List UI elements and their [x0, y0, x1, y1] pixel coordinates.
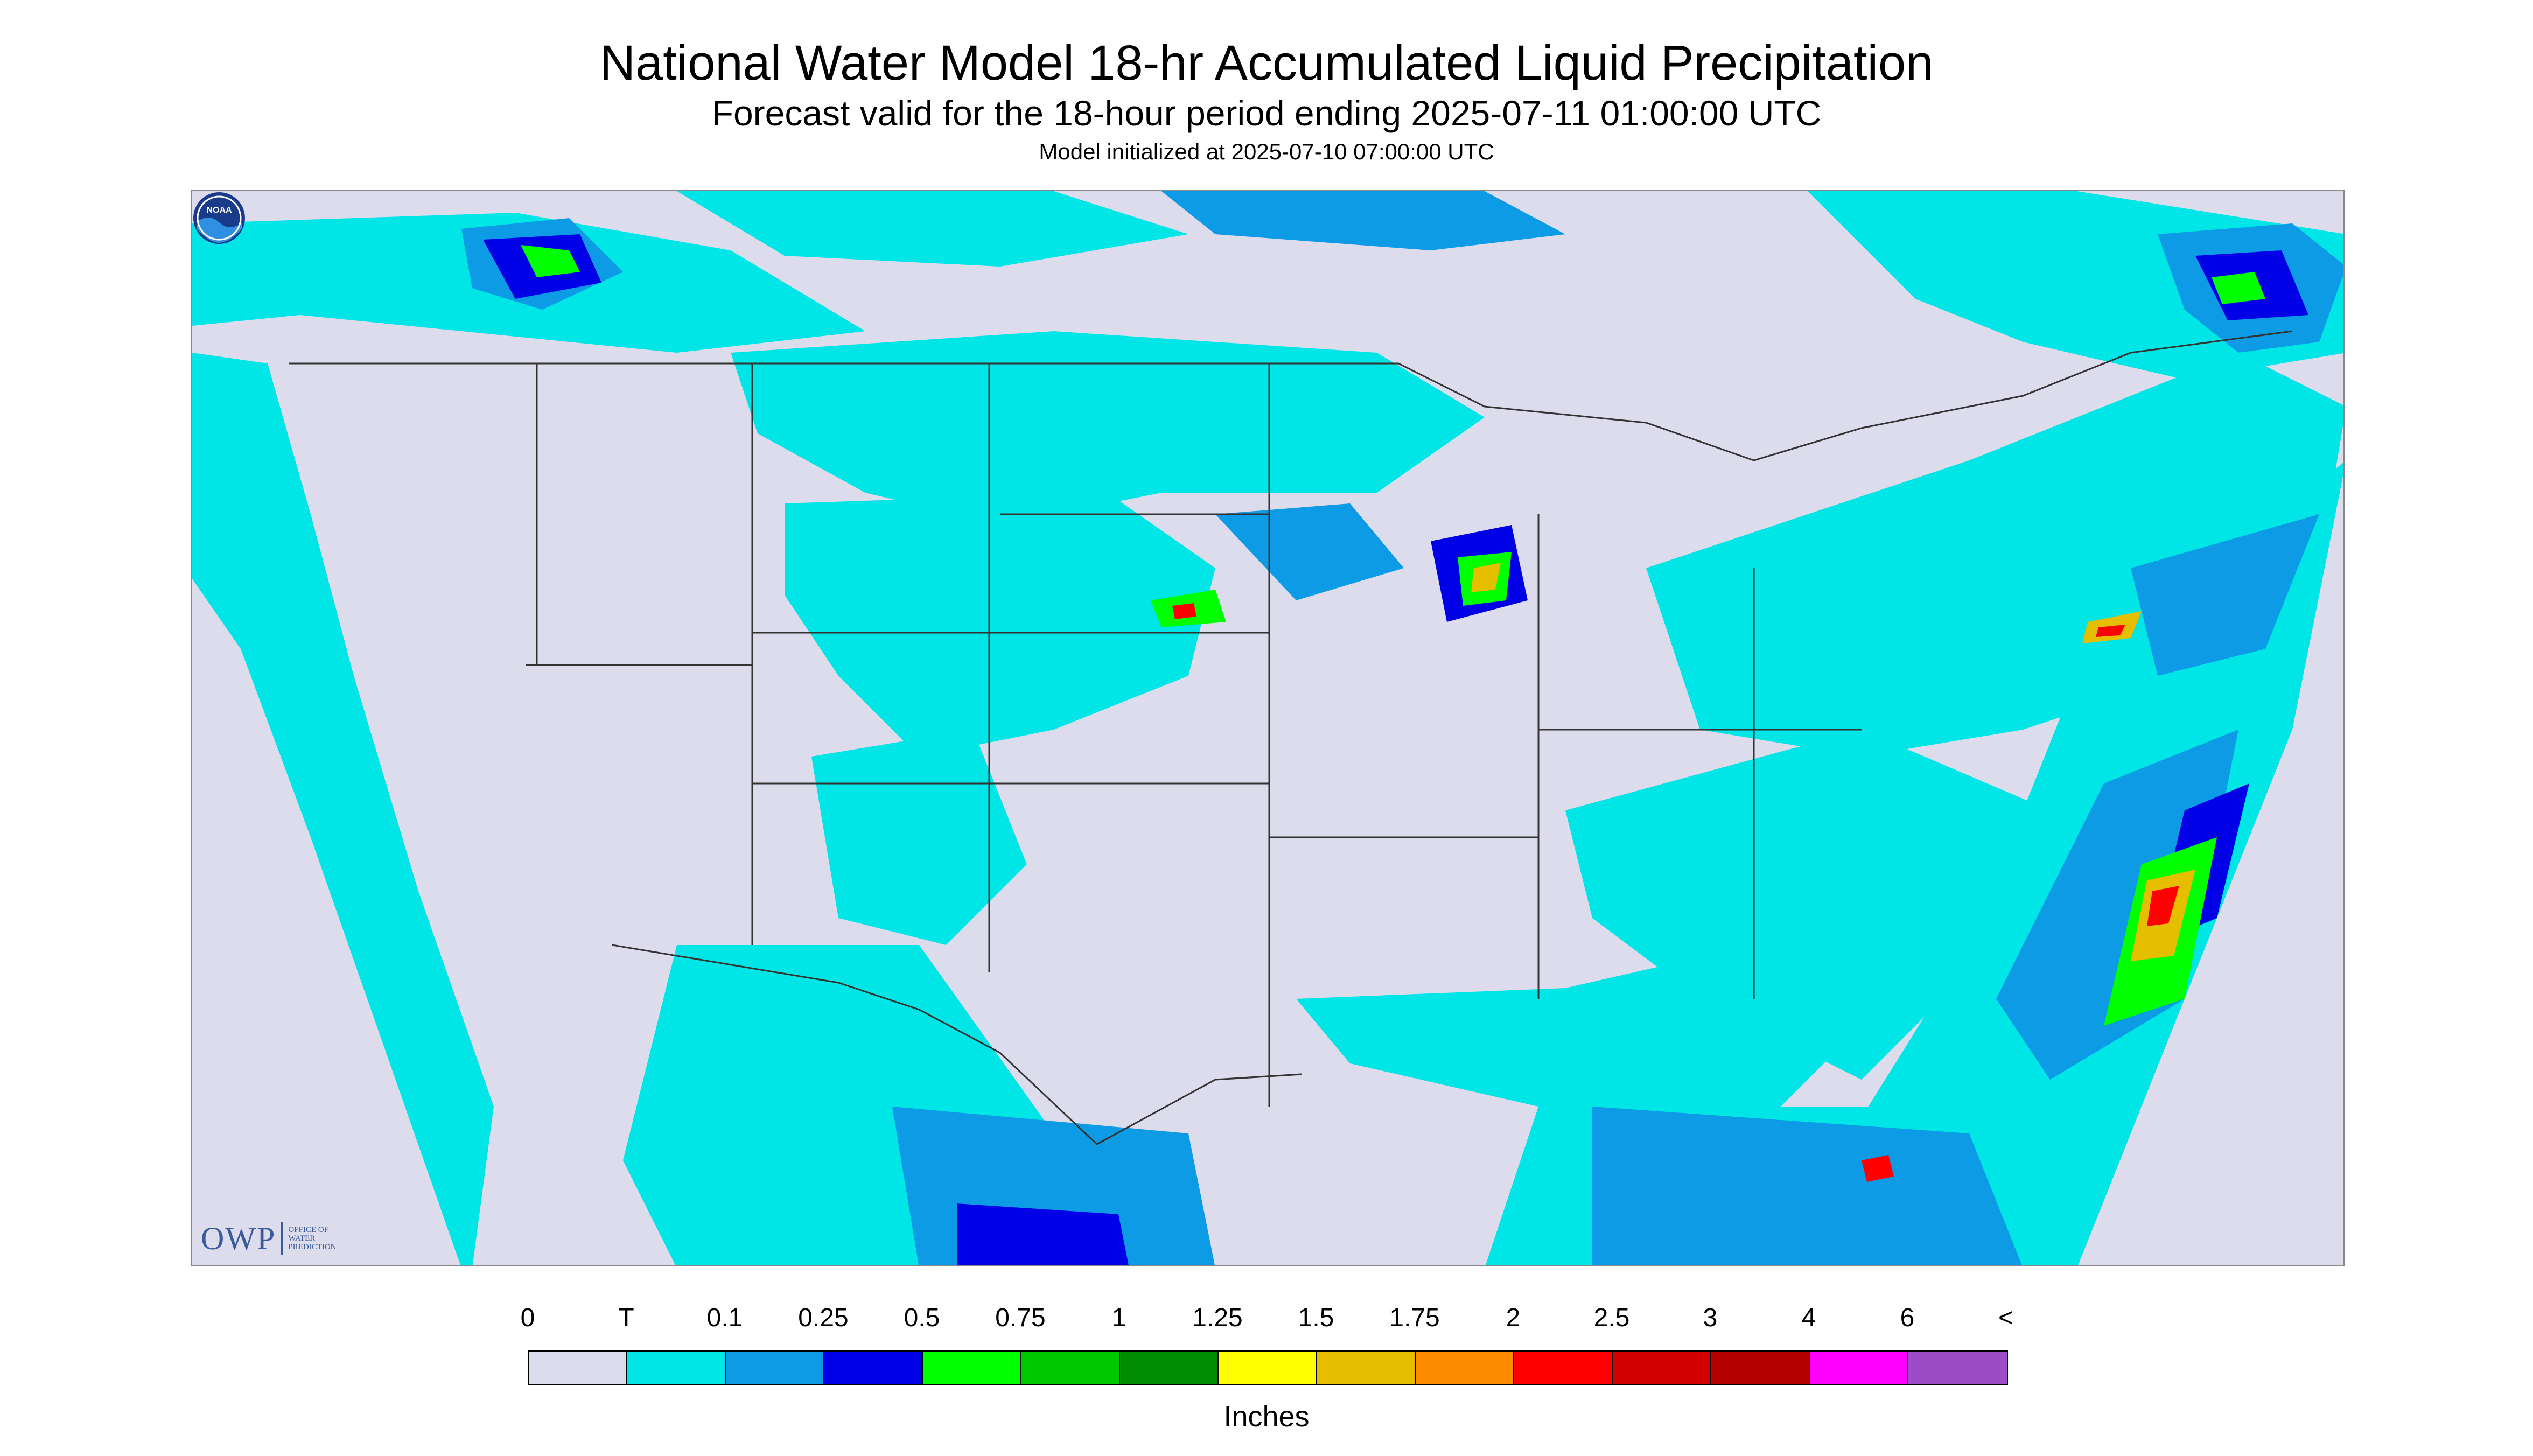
noaa-logo-text: NOAA: [206, 206, 232, 215]
us-mexico-border: [612, 944, 1302, 1145]
central-plains-area: [785, 493, 1215, 757]
boundary-lines: [289, 330, 2293, 1145]
southern-plains-area: [811, 730, 1027, 945]
owp-logo-letters: OWP: [201, 1220, 276, 1256]
legend-swatch: [726, 1352, 824, 1384]
model-init-text: Model initialized at 2025-07-10 07:00:00…: [1039, 139, 1494, 164]
legend-label: 3: [1703, 1304, 1718, 1332]
legend-swatch: [1120, 1352, 1219, 1384]
legend-swatch: [1810, 1352, 1908, 1384]
legend-label: 0.5: [904, 1304, 940, 1332]
legend-label: 0.25: [798, 1304, 849, 1332]
owp-sub-line-3: PREDICTION: [288, 1243, 337, 1251]
us-canada-border: [289, 330, 2293, 461]
legend: 0 T 0.1 0.25 0.5 0.75 1 1.25 1.5 1.75 2 2.5 3 4 6 <: [521, 1303, 2013, 1341]
legend-swatch: [1416, 1352, 1514, 1384]
legend-swatch: [627, 1352, 726, 1384]
legend-label: <: [1998, 1304, 2014, 1332]
owp-sub-line-2: WATER: [288, 1234, 316, 1243]
legend-swatch: [1317, 1352, 1416, 1384]
legend-swatch: [824, 1352, 923, 1384]
legend-label: 2: [1506, 1304, 1521, 1332]
legend-label: 2.5: [1593, 1304, 1630, 1332]
legend-swatch: [1613, 1352, 1711, 1384]
northern-plains-area: [731, 331, 1485, 525]
west-coast-strip: [192, 353, 354, 730]
legend-swatch: [529, 1352, 627, 1384]
page-title: National Water Model 18-hr Accumulated L…: [599, 36, 1934, 90]
legend-label: 1.25: [1192, 1304, 1243, 1332]
owp-logo-subtext: OFFICE OF WATER PREDICTION: [288, 1226, 336, 1251]
legend-label: 0.1: [706, 1304, 743, 1332]
legend-color-bar: [528, 1350, 2008, 1385]
precipitation-map: OWP OFFICE OF WATER PREDICTION NOAA: [191, 190, 2345, 1266]
legend-label: T: [618, 1304, 634, 1332]
forecast-valid-subtitle: Forecast valid for the 18-hour period en…: [711, 93, 1822, 133]
legend-label: 1: [1111, 1304, 1126, 1332]
legend-swatch: [1514, 1352, 1613, 1384]
legend-swatch: [1219, 1352, 1317, 1384]
state-lines: [526, 363, 1862, 1107]
owp-logo: OWP OFFICE OF WATER PREDICTION: [201, 1220, 337, 1257]
canada-north-band: [677, 191, 1188, 267]
southeast-area: [1565, 730, 2050, 1080]
legend-swatch: [1908, 1352, 2007, 1384]
noaa-logo: NOAA: [193, 192, 245, 244]
map-canvas: [192, 191, 2343, 1265]
legend-swatch: [1021, 1352, 1120, 1384]
owp-sub-line-1: OFFICE OF: [288, 1226, 328, 1234]
legend-label: 0.75: [995, 1304, 1046, 1332]
owp-logo-divider: [281, 1222, 283, 1255]
legend-label: 6: [1900, 1304, 1915, 1332]
legend-label: 1.5: [1298, 1304, 1334, 1332]
legend-labels: 0 T 0.1 0.25 0.5 0.75 1 1.25 1.5 1.75 2 2.5 3 4 6 <: [521, 1303, 2013, 1341]
legend-swatch: [1711, 1352, 1810, 1384]
legend-label: 1.75: [1389, 1304, 1440, 1332]
red-precip-layer: [1172, 603, 2179, 1182]
legend-units: Inches: [1223, 1401, 1310, 1433]
legend-label: 4: [1801, 1304, 1816, 1332]
legend-label: 0: [520, 1304, 535, 1332]
legend-swatch: [923, 1352, 1021, 1384]
